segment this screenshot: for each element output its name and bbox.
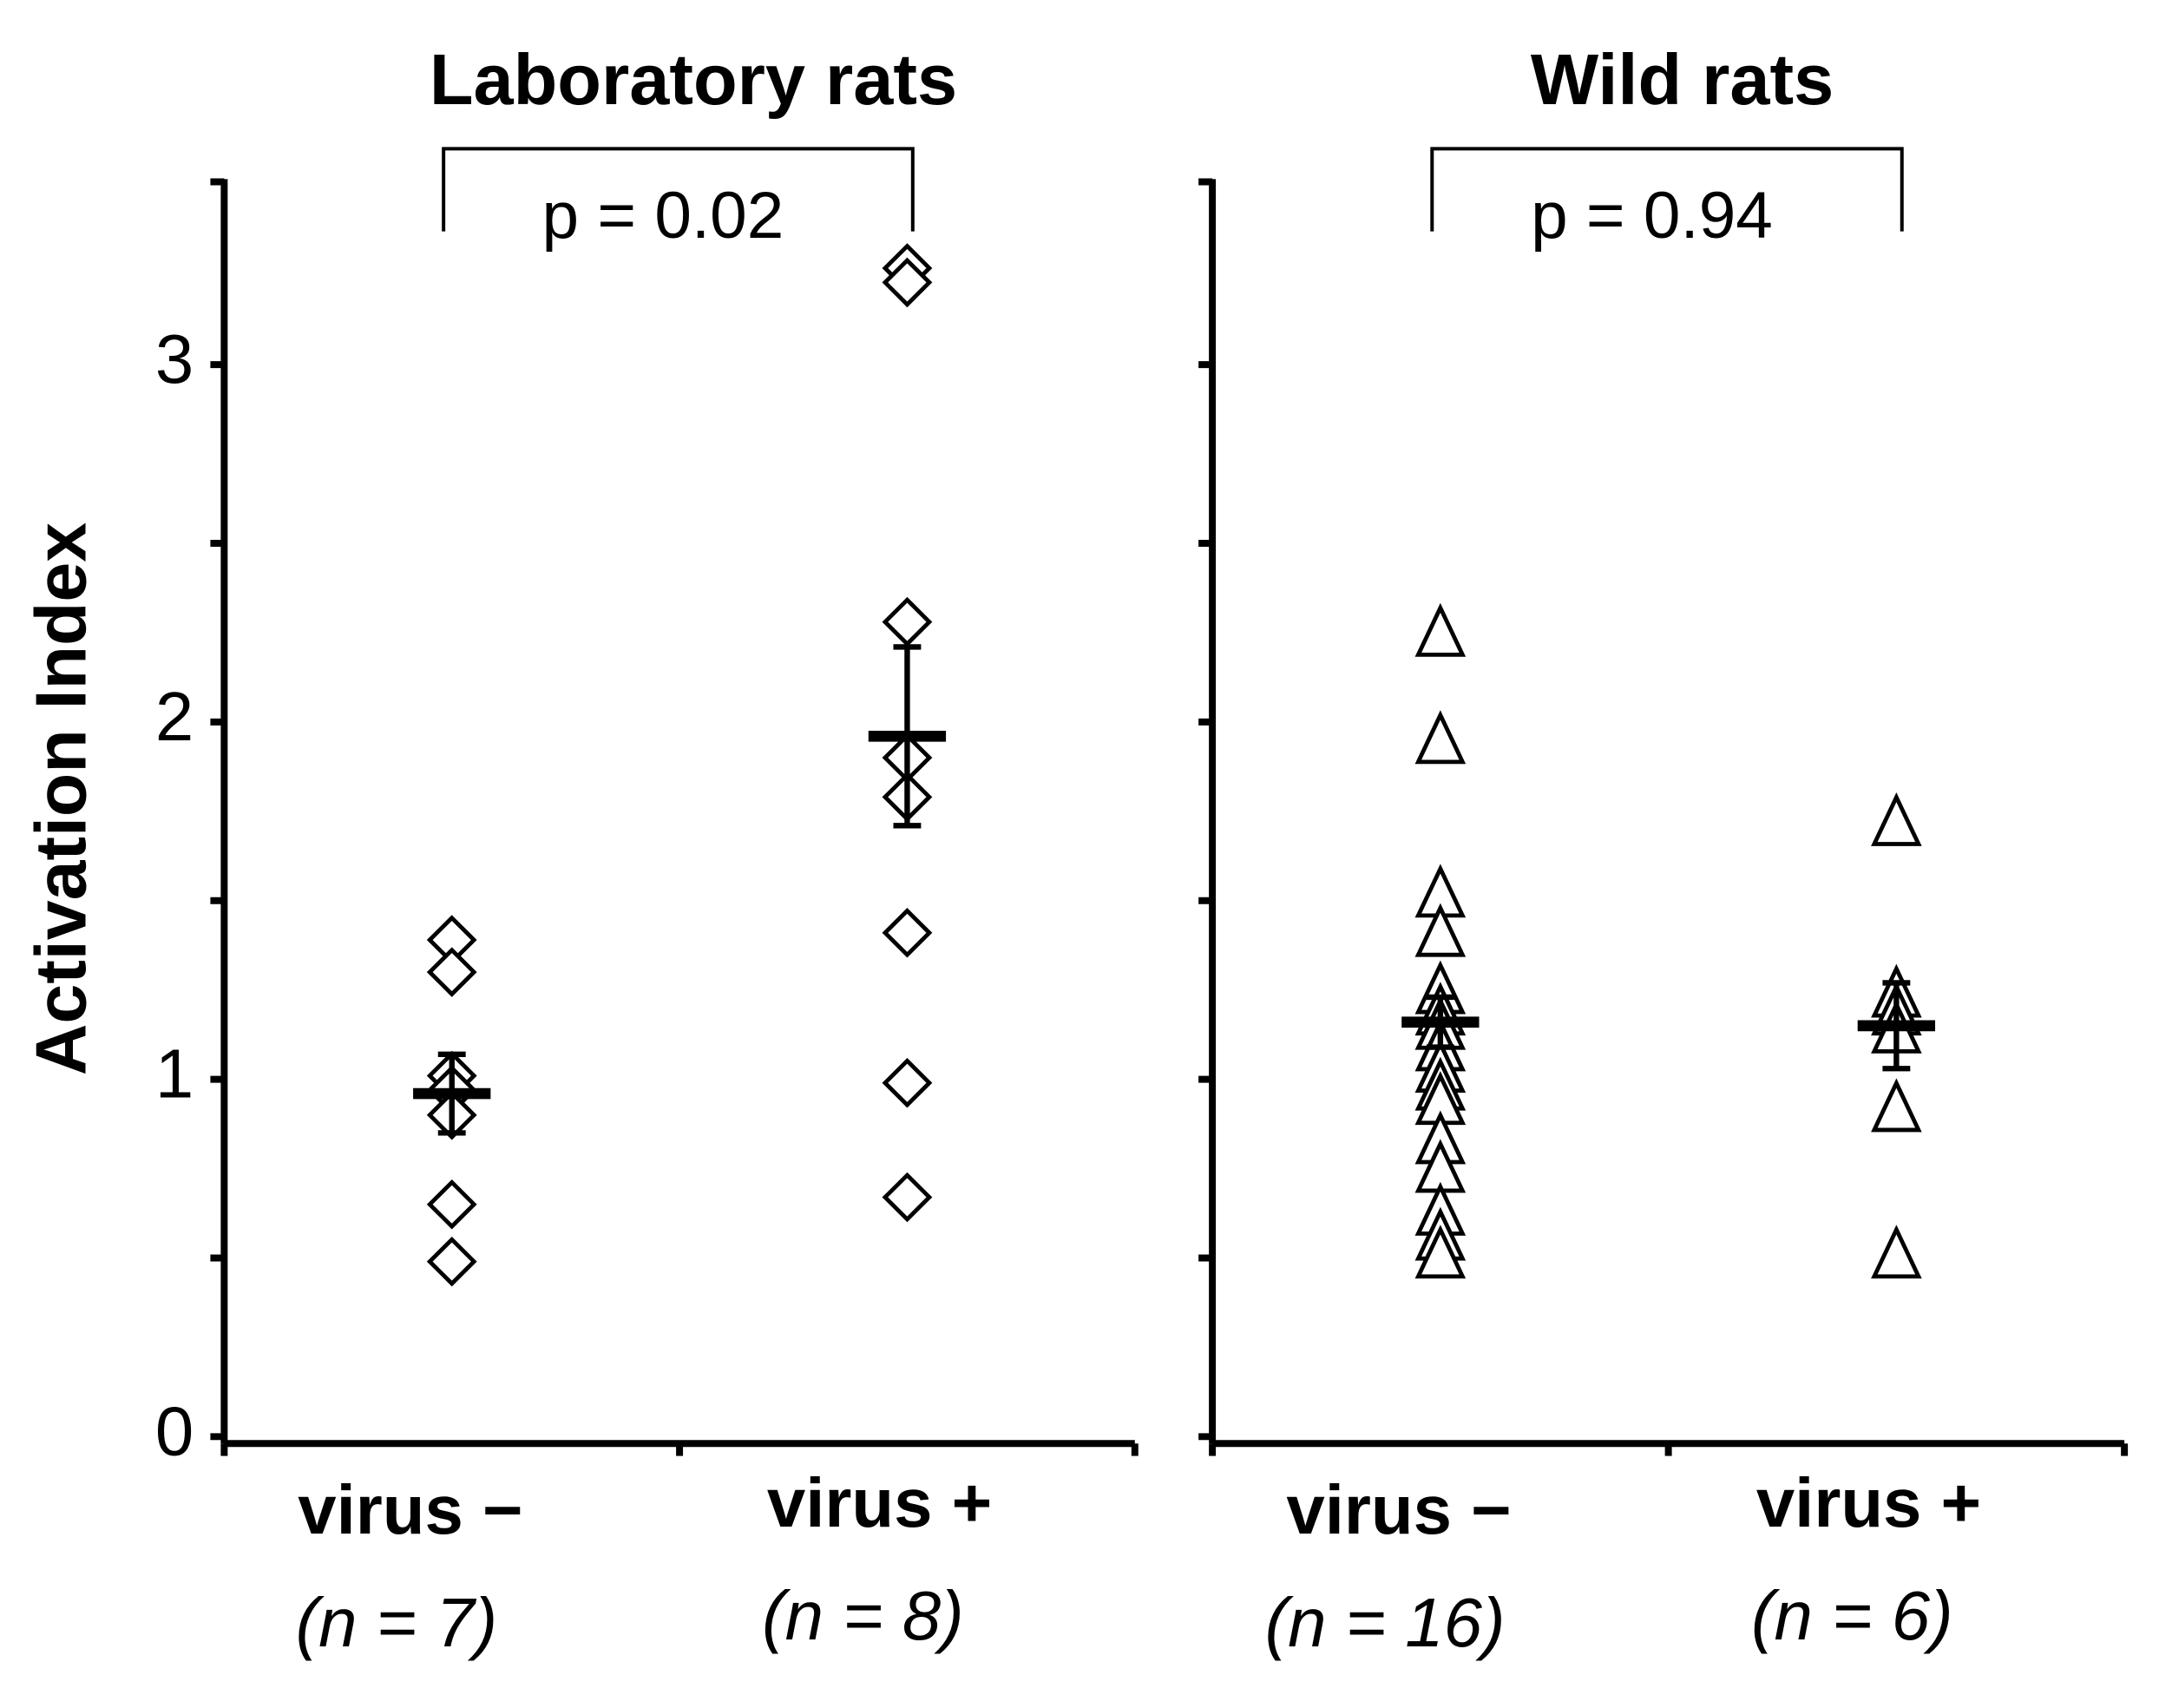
n-label: (n = 16): [1265, 1584, 1506, 1661]
diamond-point: [882, 257, 933, 308]
triangle-point: [1414, 903, 1467, 957]
diamond-point: [882, 908, 933, 958]
diamond-point: [426, 1236, 477, 1287]
significance-bracket: [442, 147, 915, 232]
p-value: p = 0.02: [542, 179, 784, 253]
triangle-point: [1871, 792, 1922, 846]
triangle-point: [1871, 1078, 1922, 1133]
category-label: virus +: [767, 1464, 992, 1541]
y-tick-label: 2: [155, 678, 194, 755]
p-value: p = 0.94: [1531, 179, 1773, 253]
y-tick-label: 3: [155, 320, 194, 397]
panel-title: Wild rats: [1531, 39, 1834, 120]
triangle-point: [1414, 602, 1467, 657]
n-label: (n = 7): [296, 1584, 498, 1661]
y-axis-label: Activation Index: [20, 522, 101, 1075]
diamond-point: [882, 1172, 933, 1223]
triangle-point: [1414, 1225, 1467, 1279]
diamond-point: [426, 947, 477, 997]
triangle-point: [1414, 710, 1467, 765]
category-label: virus +: [1756, 1464, 1981, 1541]
n-label: (n = 8): [762, 1577, 964, 1654]
panel-title: Laboratory rats: [430, 39, 957, 120]
diamond-point: [882, 1057, 933, 1108]
y-tick-label: 0: [155, 1392, 194, 1469]
y-tick-label: 1: [155, 1035, 194, 1113]
diamond-point: [426, 1179, 477, 1230]
category-label: virus −: [298, 1471, 522, 1548]
category-label: virus −: [1286, 1471, 1511, 1548]
diamond-point: [882, 596, 933, 647]
significance-bracket: [1430, 147, 1904, 232]
triangle-point: [1871, 1225, 1922, 1279]
n-label: (n = 6): [1751, 1577, 1953, 1654]
